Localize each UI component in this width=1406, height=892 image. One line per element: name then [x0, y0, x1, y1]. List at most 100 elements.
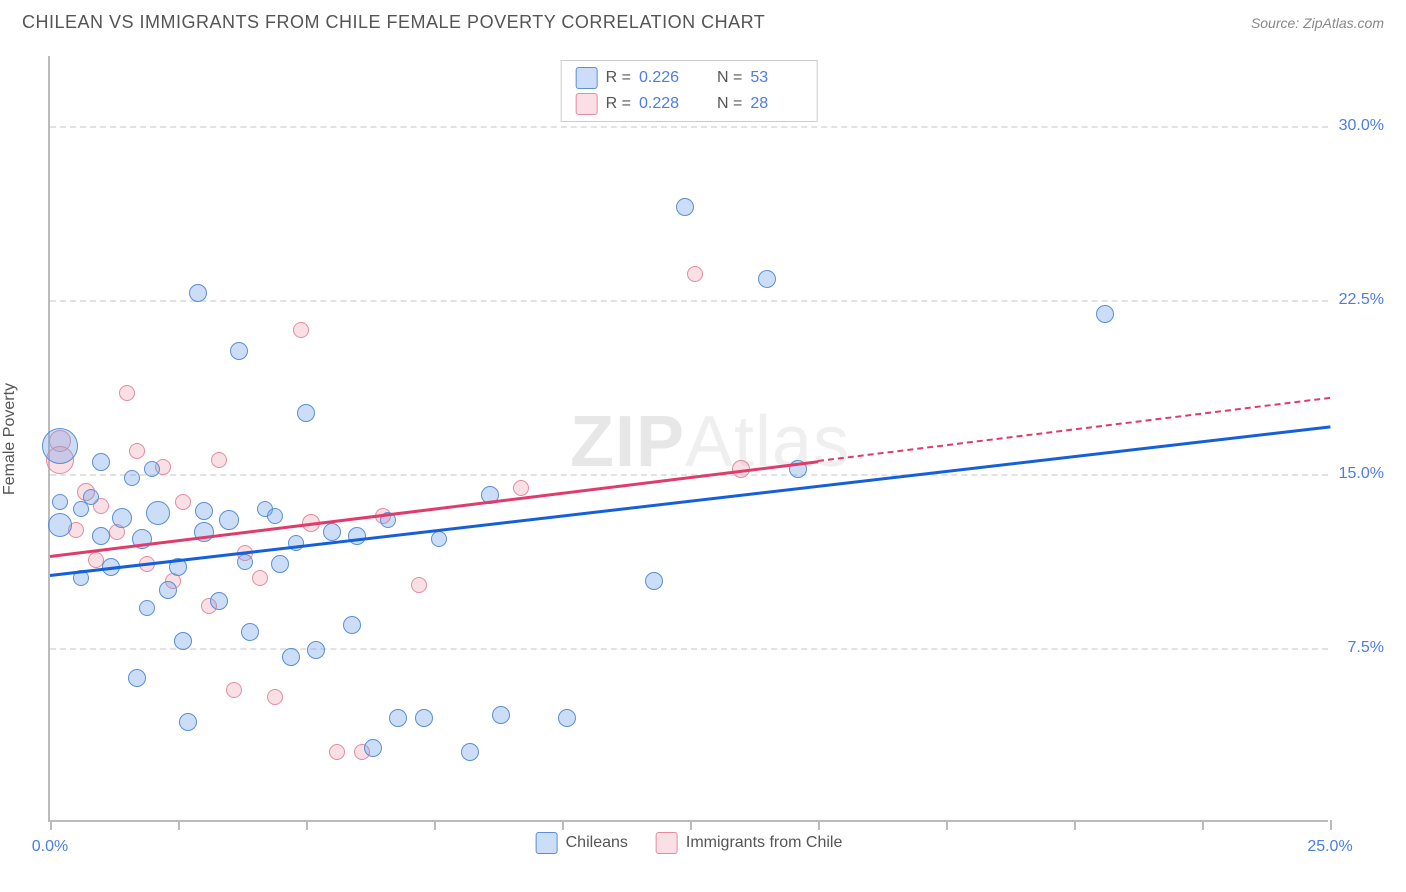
n-label: N = — [717, 69, 742, 87]
scatter-point-blue[interactable] — [195, 502, 213, 520]
scatter-point-pink[interactable] — [175, 494, 191, 510]
scatter-point-blue[interactable] — [128, 669, 146, 687]
scatter-point-blue[interactable] — [83, 489, 99, 505]
scatter-point-blue[interactable] — [230, 342, 248, 360]
legend-item-chileans: Chileans — [536, 832, 628, 854]
scatter-point-blue[interactable] — [267, 508, 283, 524]
y-tick-label: 7.5% — [1332, 639, 1384, 657]
scatter-point-blue[interactable] — [237, 554, 253, 570]
y-tick-label: 15.0% — [1332, 465, 1384, 483]
swatch-blue — [576, 67, 598, 89]
scatter-point-blue[interactable] — [92, 453, 110, 471]
scatter-point-pink[interactable] — [293, 322, 309, 338]
scatter-point-blue[interactable] — [48, 513, 72, 537]
x-tick — [1330, 820, 1332, 830]
legend-label: Chileans — [566, 834, 628, 852]
chart-source: Source: ZipAtlas.com — [1251, 15, 1384, 31]
x-tick — [562, 820, 564, 830]
plot-area: ZIPAtlas R = 0.226 N = 53 R = 0.228 N = … — [48, 56, 1328, 822]
gridline — [50, 126, 1328, 128]
scatter-point-pink[interactable] — [513, 480, 529, 496]
scatter-point-pink[interactable] — [119, 385, 135, 401]
n-value: 28 — [750, 95, 802, 113]
scatter-point-blue[interactable] — [415, 709, 433, 727]
scatter-point-pink[interactable] — [687, 266, 703, 282]
x-tick-label: 0.0% — [32, 838, 68, 856]
x-tick — [178, 820, 180, 830]
chart-title: CHILEAN VS IMMIGRANTS FROM CHILE FEMALE … — [22, 12, 765, 33]
scatter-point-blue[interactable] — [189, 284, 207, 302]
scatter-point-blue[interactable] — [146, 501, 170, 525]
scatter-point-blue[interactable] — [307, 641, 325, 659]
swatch-blue — [536, 832, 558, 854]
scatter-point-blue[interactable] — [112, 508, 132, 528]
scatter-point-blue[interactable] — [124, 470, 140, 486]
watermark-zip: ZIP — [570, 402, 685, 482]
x-tick-label: 25.0% — [1307, 838, 1352, 856]
scatter-point-blue[interactable] — [676, 198, 694, 216]
scatter-point-blue[interactable] — [174, 632, 192, 650]
trend-line-pink — [818, 397, 1330, 462]
y-tick-label: 30.0% — [1332, 117, 1384, 135]
x-tick — [1074, 820, 1076, 830]
legend-item-immigrants: Immigrants from Chile — [656, 832, 842, 854]
scatter-point-blue[interactable] — [492, 706, 510, 724]
y-tick-label: 22.5% — [1332, 291, 1384, 309]
n-label: N = — [717, 95, 742, 113]
chart-header: CHILEAN VS IMMIGRANTS FROM CHILE FEMALE … — [0, 0, 1406, 41]
legend-label: Immigrants from Chile — [686, 834, 842, 852]
watermark-atlas: Atlas — [685, 402, 850, 482]
scatter-point-pink[interactable] — [211, 452, 227, 468]
scatter-point-blue[interactable] — [461, 743, 479, 761]
scatter-point-pink[interactable] — [329, 744, 345, 760]
x-tick — [818, 820, 820, 830]
r-label: R = — [606, 69, 631, 87]
scatter-point-pink[interactable] — [129, 443, 145, 459]
gridline — [50, 648, 1328, 650]
swatch-pink — [656, 832, 678, 854]
r-value: 0.228 — [639, 95, 691, 113]
scatter-point-blue[interactable] — [144, 461, 160, 477]
scatter-point-blue[interactable] — [241, 623, 259, 641]
scatter-point-pink[interactable] — [252, 570, 268, 586]
legend-row-blue: R = 0.226 N = 53 — [576, 65, 803, 91]
scatter-point-blue[interactable] — [282, 648, 300, 666]
r-label: R = — [606, 95, 631, 113]
legend-row-pink: R = 0.228 N = 28 — [576, 91, 803, 117]
scatter-point-blue[interactable] — [558, 709, 576, 727]
scatter-point-blue[interactable] — [210, 592, 228, 610]
x-tick — [50, 820, 52, 830]
x-tick — [1202, 820, 1204, 830]
scatter-point-pink[interactable] — [411, 577, 427, 593]
scatter-point-blue[interactable] — [297, 404, 315, 422]
scatter-point-blue[interactable] — [139, 600, 155, 616]
scatter-point-blue[interactable] — [323, 523, 341, 541]
correlation-legend: R = 0.226 N = 53 R = 0.228 N = 28 — [561, 60, 818, 122]
series-legend: Chileans Immigrants from Chile — [536, 832, 843, 854]
r-value: 0.226 — [639, 69, 691, 87]
scatter-point-blue[interactable] — [179, 713, 197, 731]
x-tick — [434, 820, 436, 830]
scatter-point-blue[interactable] — [219, 510, 239, 530]
scatter-point-pink[interactable] — [267, 689, 283, 705]
scatter-point-blue[interactable] — [758, 270, 776, 288]
scatter-point-blue[interactable] — [1096, 305, 1114, 323]
scatter-point-blue[interactable] — [343, 616, 361, 634]
scatter-point-blue[interactable] — [348, 527, 366, 545]
watermark: ZIPAtlas — [570, 401, 850, 483]
scatter-point-blue[interactable] — [431, 531, 447, 547]
scatter-point-blue[interactable] — [92, 527, 110, 545]
scatter-point-blue[interactable] — [271, 555, 289, 573]
swatch-pink — [576, 93, 598, 115]
x-tick — [946, 820, 948, 830]
n-value: 53 — [750, 69, 802, 87]
scatter-point-blue[interactable] — [389, 709, 407, 727]
scatter-point-blue[interactable] — [159, 581, 177, 599]
scatter-point-blue[interactable] — [364, 739, 382, 757]
scatter-point-blue[interactable] — [42, 428, 78, 464]
x-tick — [306, 820, 308, 830]
scatter-point-pink[interactable] — [226, 682, 242, 698]
chart-container: Female Poverty ZIPAtlas R = 0.226 N = 53… — [48, 56, 1384, 822]
scatter-point-blue[interactable] — [52, 494, 68, 510]
scatter-point-blue[interactable] — [645, 572, 663, 590]
